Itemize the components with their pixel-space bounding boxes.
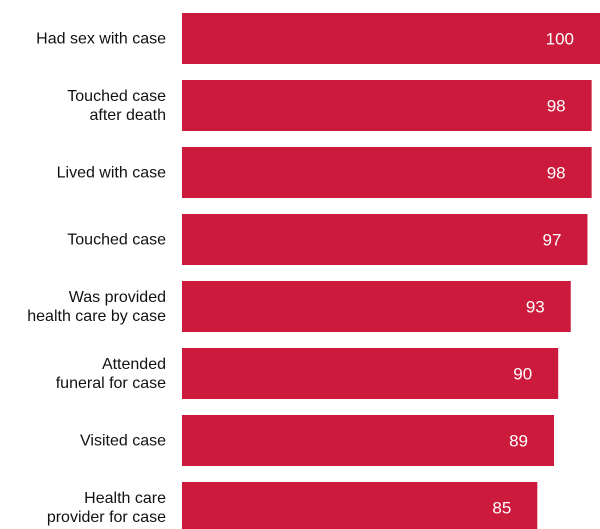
data-label: 100 (546, 30, 574, 49)
data-label: 98 (547, 164, 566, 183)
category-label-line: funeral for case (56, 375, 166, 392)
category-label-line: Attended (102, 356, 166, 373)
category-label-line: Health care (84, 490, 166, 507)
bar (182, 214, 588, 265)
category-label-line: Was provided (69, 289, 166, 306)
category-label-line: Touched case (67, 88, 166, 105)
category-label: Visited case (80, 433, 166, 450)
category-label-line: after death (90, 107, 167, 124)
bar (182, 281, 571, 332)
data-label: 97 (543, 231, 562, 250)
data-label: 89 (509, 432, 528, 451)
data-label: 93 (526, 298, 545, 317)
category-label: Touched case (67, 232, 166, 249)
category-label: Had sex with case (36, 31, 166, 48)
category-label: Lived with case (57, 165, 166, 182)
category-label: Was provided health care by case (27, 289, 166, 325)
bar (182, 80, 592, 131)
data-label: 98 (547, 97, 566, 116)
category-label-line: provider for case (47, 509, 166, 526)
bar (182, 482, 538, 529)
category-label: Health care provider for case (47, 490, 166, 526)
bar (182, 147, 592, 198)
data-label: 85 (492, 499, 511, 518)
data-label: 90 (513, 365, 532, 384)
bar (182, 348, 559, 399)
category-label: Attended funeral for case (56, 356, 166, 392)
category-label-line: Had sex with case (36, 31, 166, 48)
category-label: Touched case after death (67, 88, 166, 124)
bar (182, 415, 555, 466)
category-label-line: Lived with case (57, 165, 166, 182)
category-label-line: Touched case (67, 232, 166, 249)
category-label-line: Visited case (80, 433, 166, 450)
category-label-line: health care by case (27, 308, 166, 325)
bar (182, 13, 600, 64)
